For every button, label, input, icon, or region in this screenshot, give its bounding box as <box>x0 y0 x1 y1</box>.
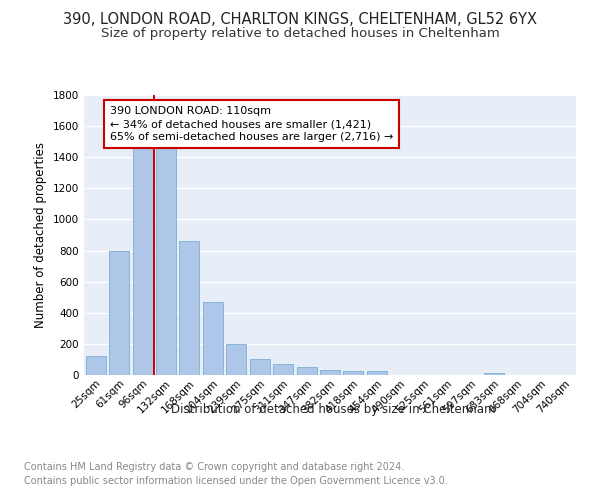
Bar <box>226 344 246 375</box>
Bar <box>250 358 269 375</box>
Bar <box>109 250 129 375</box>
Text: 390 LONDON ROAD: 110sqm
← 34% of detached houses are smaller (1,421)
65% of semi: 390 LONDON ROAD: 110sqm ← 34% of detache… <box>110 106 393 142</box>
Text: Size of property relative to detached houses in Cheltenham: Size of property relative to detached ho… <box>101 28 499 40</box>
Y-axis label: Number of detached properties: Number of detached properties <box>34 142 47 328</box>
Bar <box>296 367 317 375</box>
Bar <box>86 356 106 375</box>
Bar <box>343 370 364 375</box>
Text: Contains HM Land Registry data © Crown copyright and database right 2024.: Contains HM Land Registry data © Crown c… <box>24 462 404 472</box>
Bar <box>179 241 199 375</box>
Bar <box>203 302 223 375</box>
Bar <box>367 371 387 375</box>
Bar <box>156 148 176 375</box>
Text: 390, LONDON ROAD, CHARLTON KINGS, CHELTENHAM, GL52 6YX: 390, LONDON ROAD, CHARLTON KINGS, CHELTE… <box>63 12 537 28</box>
Bar <box>484 372 504 375</box>
Bar <box>133 148 152 375</box>
Bar <box>273 364 293 375</box>
Bar <box>320 370 340 375</box>
Text: Contains public sector information licensed under the Open Government Licence v3: Contains public sector information licen… <box>24 476 448 486</box>
Text: Distribution of detached houses by size in Cheltenham: Distribution of detached houses by size … <box>171 402 495 415</box>
